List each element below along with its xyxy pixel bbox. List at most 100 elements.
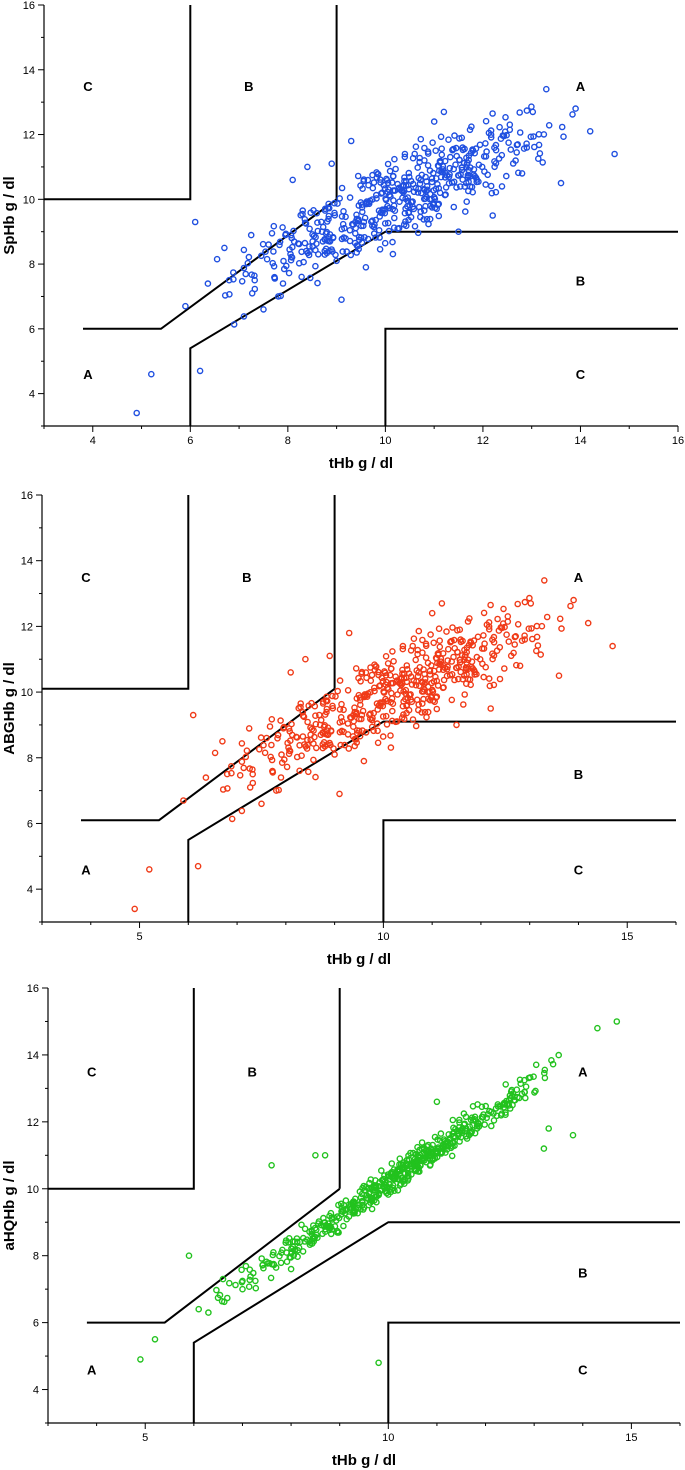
data-point <box>455 1124 463 1131</box>
data-point <box>611 150 618 158</box>
data-point <box>340 706 347 714</box>
data-point <box>535 130 543 138</box>
data-point <box>555 1051 563 1059</box>
data-point <box>240 246 248 254</box>
data-point <box>469 188 477 196</box>
data-point <box>487 134 495 141</box>
data-point <box>373 700 381 707</box>
data-point <box>440 684 447 691</box>
data-point <box>276 1252 283 1260</box>
data-point <box>312 773 319 781</box>
data-point <box>482 181 490 188</box>
data-point <box>272 787 280 794</box>
data-point <box>327 1230 335 1238</box>
data-point <box>271 274 278 281</box>
data-point <box>351 704 358 711</box>
data-point <box>521 1076 528 1084</box>
data-point <box>282 1239 290 1247</box>
data-point <box>459 701 467 708</box>
data-point <box>238 740 246 747</box>
data-point <box>437 133 445 141</box>
data-point <box>482 117 490 125</box>
data-point <box>276 241 283 249</box>
data-point <box>299 733 307 740</box>
data-point <box>401 153 409 161</box>
data-point <box>434 180 441 188</box>
data-point <box>314 227 322 235</box>
y-tick-label: 4 <box>27 884 33 896</box>
data-point <box>401 150 409 158</box>
data-point <box>523 140 530 147</box>
data-point <box>331 209 338 217</box>
data-point <box>467 1116 475 1124</box>
data-point <box>396 1181 404 1189</box>
data-point <box>292 733 300 741</box>
data-point <box>387 732 394 739</box>
data-point <box>511 633 519 641</box>
data-point <box>314 1220 322 1227</box>
region-label-b: B <box>578 1265 587 1280</box>
data-point <box>382 652 390 660</box>
data-point <box>449 624 456 631</box>
data-point <box>224 785 231 792</box>
data-point <box>387 744 395 751</box>
data-point <box>471 668 479 676</box>
data-point <box>512 157 519 164</box>
data-point <box>470 637 478 644</box>
x-tick-label: 8 <box>285 435 291 447</box>
data-point <box>228 769 235 777</box>
data-point <box>314 1234 321 1242</box>
data-point <box>320 1214 327 1222</box>
data-point <box>239 1277 246 1285</box>
data-point <box>405 1155 413 1163</box>
data-point <box>448 696 456 704</box>
data-point <box>312 233 319 241</box>
data-point <box>390 224 398 231</box>
data-point <box>418 1156 425 1164</box>
data-point <box>259 240 267 248</box>
data-point <box>502 1111 509 1118</box>
data-point <box>376 234 383 241</box>
data-point <box>313 240 320 247</box>
x-axis-label: tHb g / dl <box>327 951 391 968</box>
data-point <box>378 674 386 682</box>
data-point <box>194 862 202 870</box>
data-point <box>357 182 364 189</box>
data-point <box>230 321 238 328</box>
data-point <box>336 677 344 684</box>
data-point <box>435 212 443 220</box>
x-tick-label: 5 <box>142 1432 148 1444</box>
data-point <box>384 160 392 168</box>
data-point <box>456 656 464 663</box>
data-point <box>346 226 354 234</box>
data-point <box>219 1275 227 1283</box>
data-point <box>347 251 355 259</box>
data-point <box>436 189 444 197</box>
data-point <box>489 655 496 663</box>
zone-boundary <box>83 198 338 330</box>
data-point <box>506 1092 514 1099</box>
data-point <box>387 665 395 673</box>
data-point <box>345 1213 353 1220</box>
data-point <box>376 682 384 689</box>
data-point <box>489 212 497 219</box>
data-point <box>420 185 428 193</box>
data-point <box>365 181 372 189</box>
data-point <box>219 737 226 745</box>
data-point <box>433 1098 441 1106</box>
data-point <box>323 693 330 701</box>
data-point <box>360 1204 368 1211</box>
data-point <box>279 224 286 231</box>
zone-boundary <box>384 327 678 426</box>
data-point <box>226 290 233 298</box>
data-point <box>527 600 535 607</box>
data-point <box>329 702 336 710</box>
data-point <box>436 643 444 651</box>
data-point <box>257 734 265 741</box>
data-point <box>520 145 528 152</box>
data-point <box>345 745 353 752</box>
data-point <box>236 771 244 779</box>
data-point <box>195 1305 202 1313</box>
data-point <box>238 277 246 285</box>
data-point <box>422 173 429 181</box>
